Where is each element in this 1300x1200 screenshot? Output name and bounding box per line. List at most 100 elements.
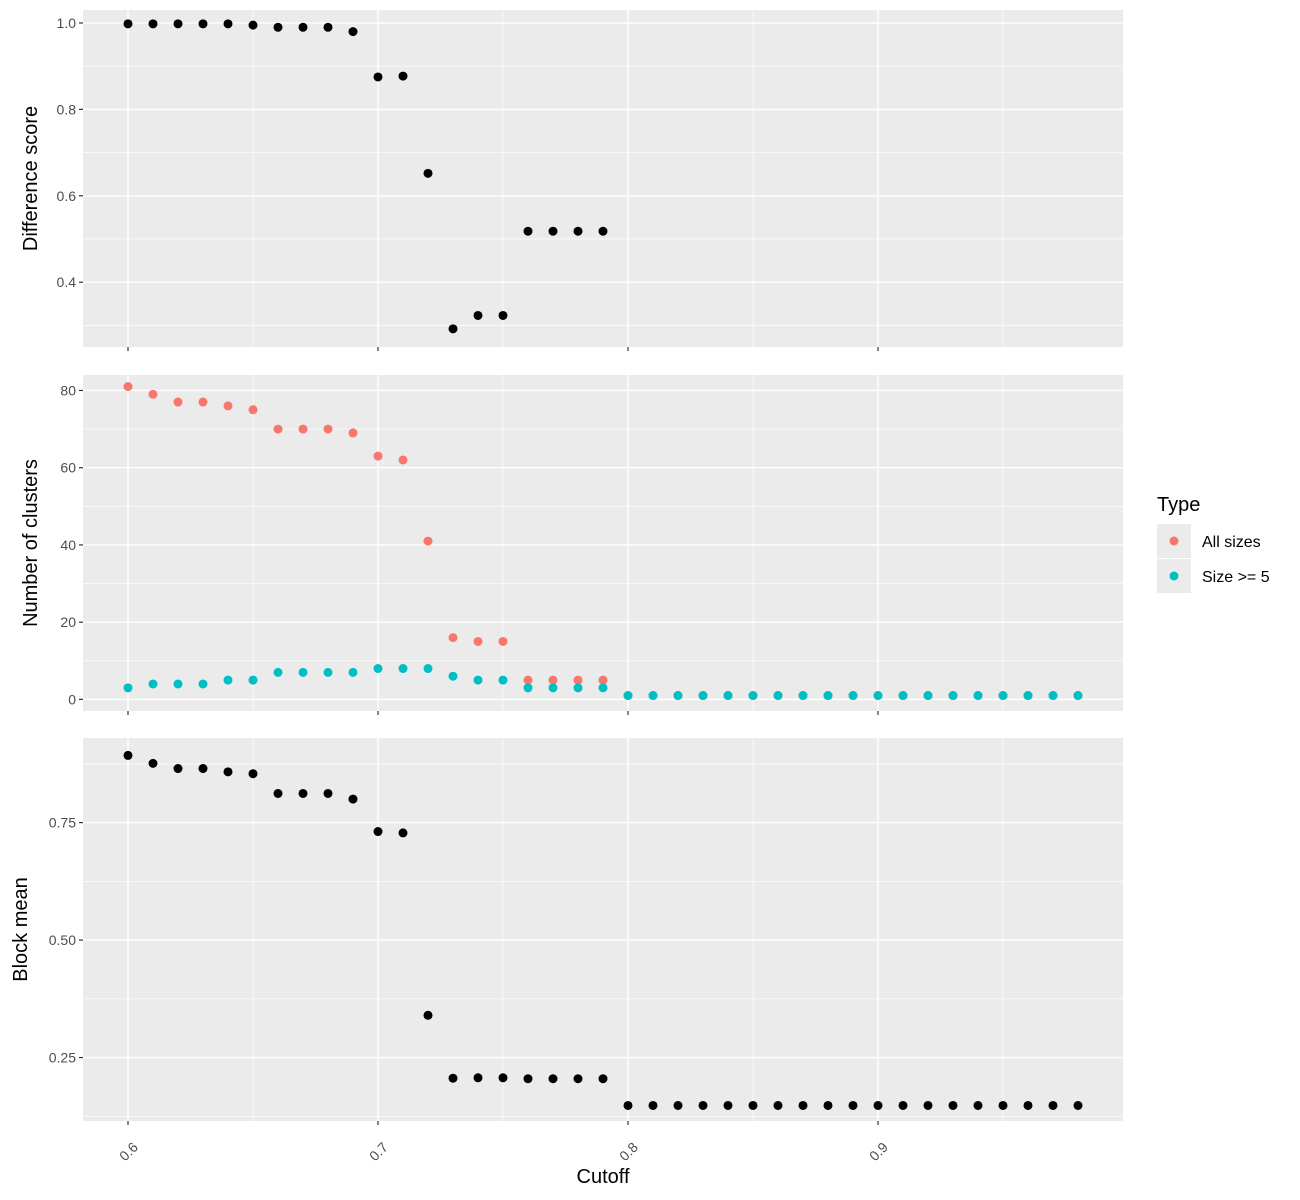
data-point	[1048, 691, 1058, 701]
data-point	[248, 405, 258, 415]
x-tick-label: 0.9	[866, 1139, 891, 1164]
data-point	[473, 675, 483, 685]
data-point	[423, 664, 433, 674]
data-point	[473, 636, 483, 646]
data-point	[523, 683, 533, 693]
y-tick-label: 0.25	[49, 1050, 76, 1066]
data-point	[348, 794, 358, 804]
series-1	[123, 750, 1083, 1110]
data-point	[373, 72, 383, 82]
data-point	[598, 226, 608, 236]
data-point	[473, 1073, 483, 1083]
data-point	[623, 691, 633, 701]
legend-item: Size >= 5	[1157, 559, 1270, 593]
data-point	[373, 664, 383, 674]
y-tick-label: 80	[60, 382, 76, 398]
data-point	[198, 764, 208, 774]
data-point	[148, 758, 158, 768]
data-point	[723, 691, 733, 701]
data-point	[223, 19, 233, 29]
data-point	[273, 22, 283, 32]
y-tick-label: 0.50	[49, 932, 76, 948]
data-point	[848, 691, 858, 701]
plot-background	[83, 10, 1123, 347]
data-point	[723, 1100, 733, 1110]
data-point	[423, 536, 433, 546]
plot-background	[83, 375, 1123, 711]
data-point	[123, 750, 133, 760]
data-point	[273, 424, 283, 434]
data-point	[898, 691, 908, 701]
data-point	[373, 451, 383, 461]
data-point	[1023, 691, 1033, 701]
data-point	[448, 671, 458, 681]
data-point	[798, 1100, 808, 1110]
data-point	[873, 691, 883, 701]
data-point	[298, 22, 308, 32]
data-point	[823, 1100, 833, 1110]
legend-title: Type	[1157, 494, 1200, 516]
x-tick-label: 0.6	[116, 1139, 141, 1164]
data-point	[173, 19, 183, 29]
data-point	[448, 633, 458, 643]
data-point	[298, 788, 308, 798]
data-point	[448, 324, 458, 334]
data-point	[473, 310, 483, 320]
data-point	[398, 455, 408, 465]
data-point	[648, 1100, 658, 1110]
legend-item: All sizes	[1157, 524, 1261, 558]
x-tick-label: 0.8	[616, 1139, 641, 1164]
data-point	[323, 424, 333, 434]
data-point	[998, 691, 1008, 701]
data-point	[673, 691, 683, 701]
data-point	[223, 675, 233, 685]
data-point	[573, 675, 583, 685]
panel-1: 0.4 0.6 0.8 1.0 Difference score	[20, 10, 1123, 351]
data-point	[148, 389, 158, 399]
data-point	[548, 226, 558, 236]
data-point	[123, 683, 133, 693]
legend-label: Size >= 5	[1202, 569, 1270, 586]
data-point	[748, 691, 758, 701]
data-point	[248, 675, 258, 685]
data-point	[273, 667, 283, 677]
data-point	[298, 667, 308, 677]
data-point	[373, 827, 383, 837]
data-point	[273, 788, 283, 798]
data-point	[123, 19, 133, 29]
data-point	[348, 27, 358, 37]
y-tick-label: 0.8	[57, 101, 77, 117]
legend: Type All sizes Size >= 5	[1157, 494, 1270, 593]
panels-layer: 0.4 0.6 0.8 1.0 Difference score 0 20 40 60 80 Num…	[10, 10, 1123, 1164]
data-point	[398, 664, 408, 674]
data-point	[1073, 691, 1083, 701]
data-point	[773, 691, 783, 701]
y-tick-label: 40	[60, 537, 76, 553]
data-point	[223, 767, 233, 777]
data-point	[198, 19, 208, 29]
y-tick-label: 1.0	[57, 15, 77, 31]
y-tick-label: 60	[60, 460, 76, 476]
data-point	[173, 397, 183, 407]
data-point	[1023, 1100, 1033, 1110]
data-point	[698, 1100, 708, 1110]
data-point	[198, 397, 208, 407]
series-1	[123, 19, 608, 334]
data-point	[548, 1074, 558, 1084]
data-point	[673, 1100, 683, 1110]
data-point	[498, 310, 508, 320]
data-point	[598, 1074, 608, 1084]
data-point	[498, 636, 508, 646]
data-point	[573, 1074, 583, 1084]
data-point	[573, 226, 583, 236]
y-tick-label: 0.4	[57, 274, 77, 290]
data-point	[148, 19, 158, 29]
data-point	[398, 828, 408, 838]
data-point	[873, 1100, 883, 1110]
y-axis-title: Block mean	[10, 877, 32, 982]
data-point	[823, 691, 833, 701]
data-point	[973, 691, 983, 701]
y-axis-title: Number of clusters	[20, 459, 42, 627]
data-point	[498, 1073, 508, 1083]
